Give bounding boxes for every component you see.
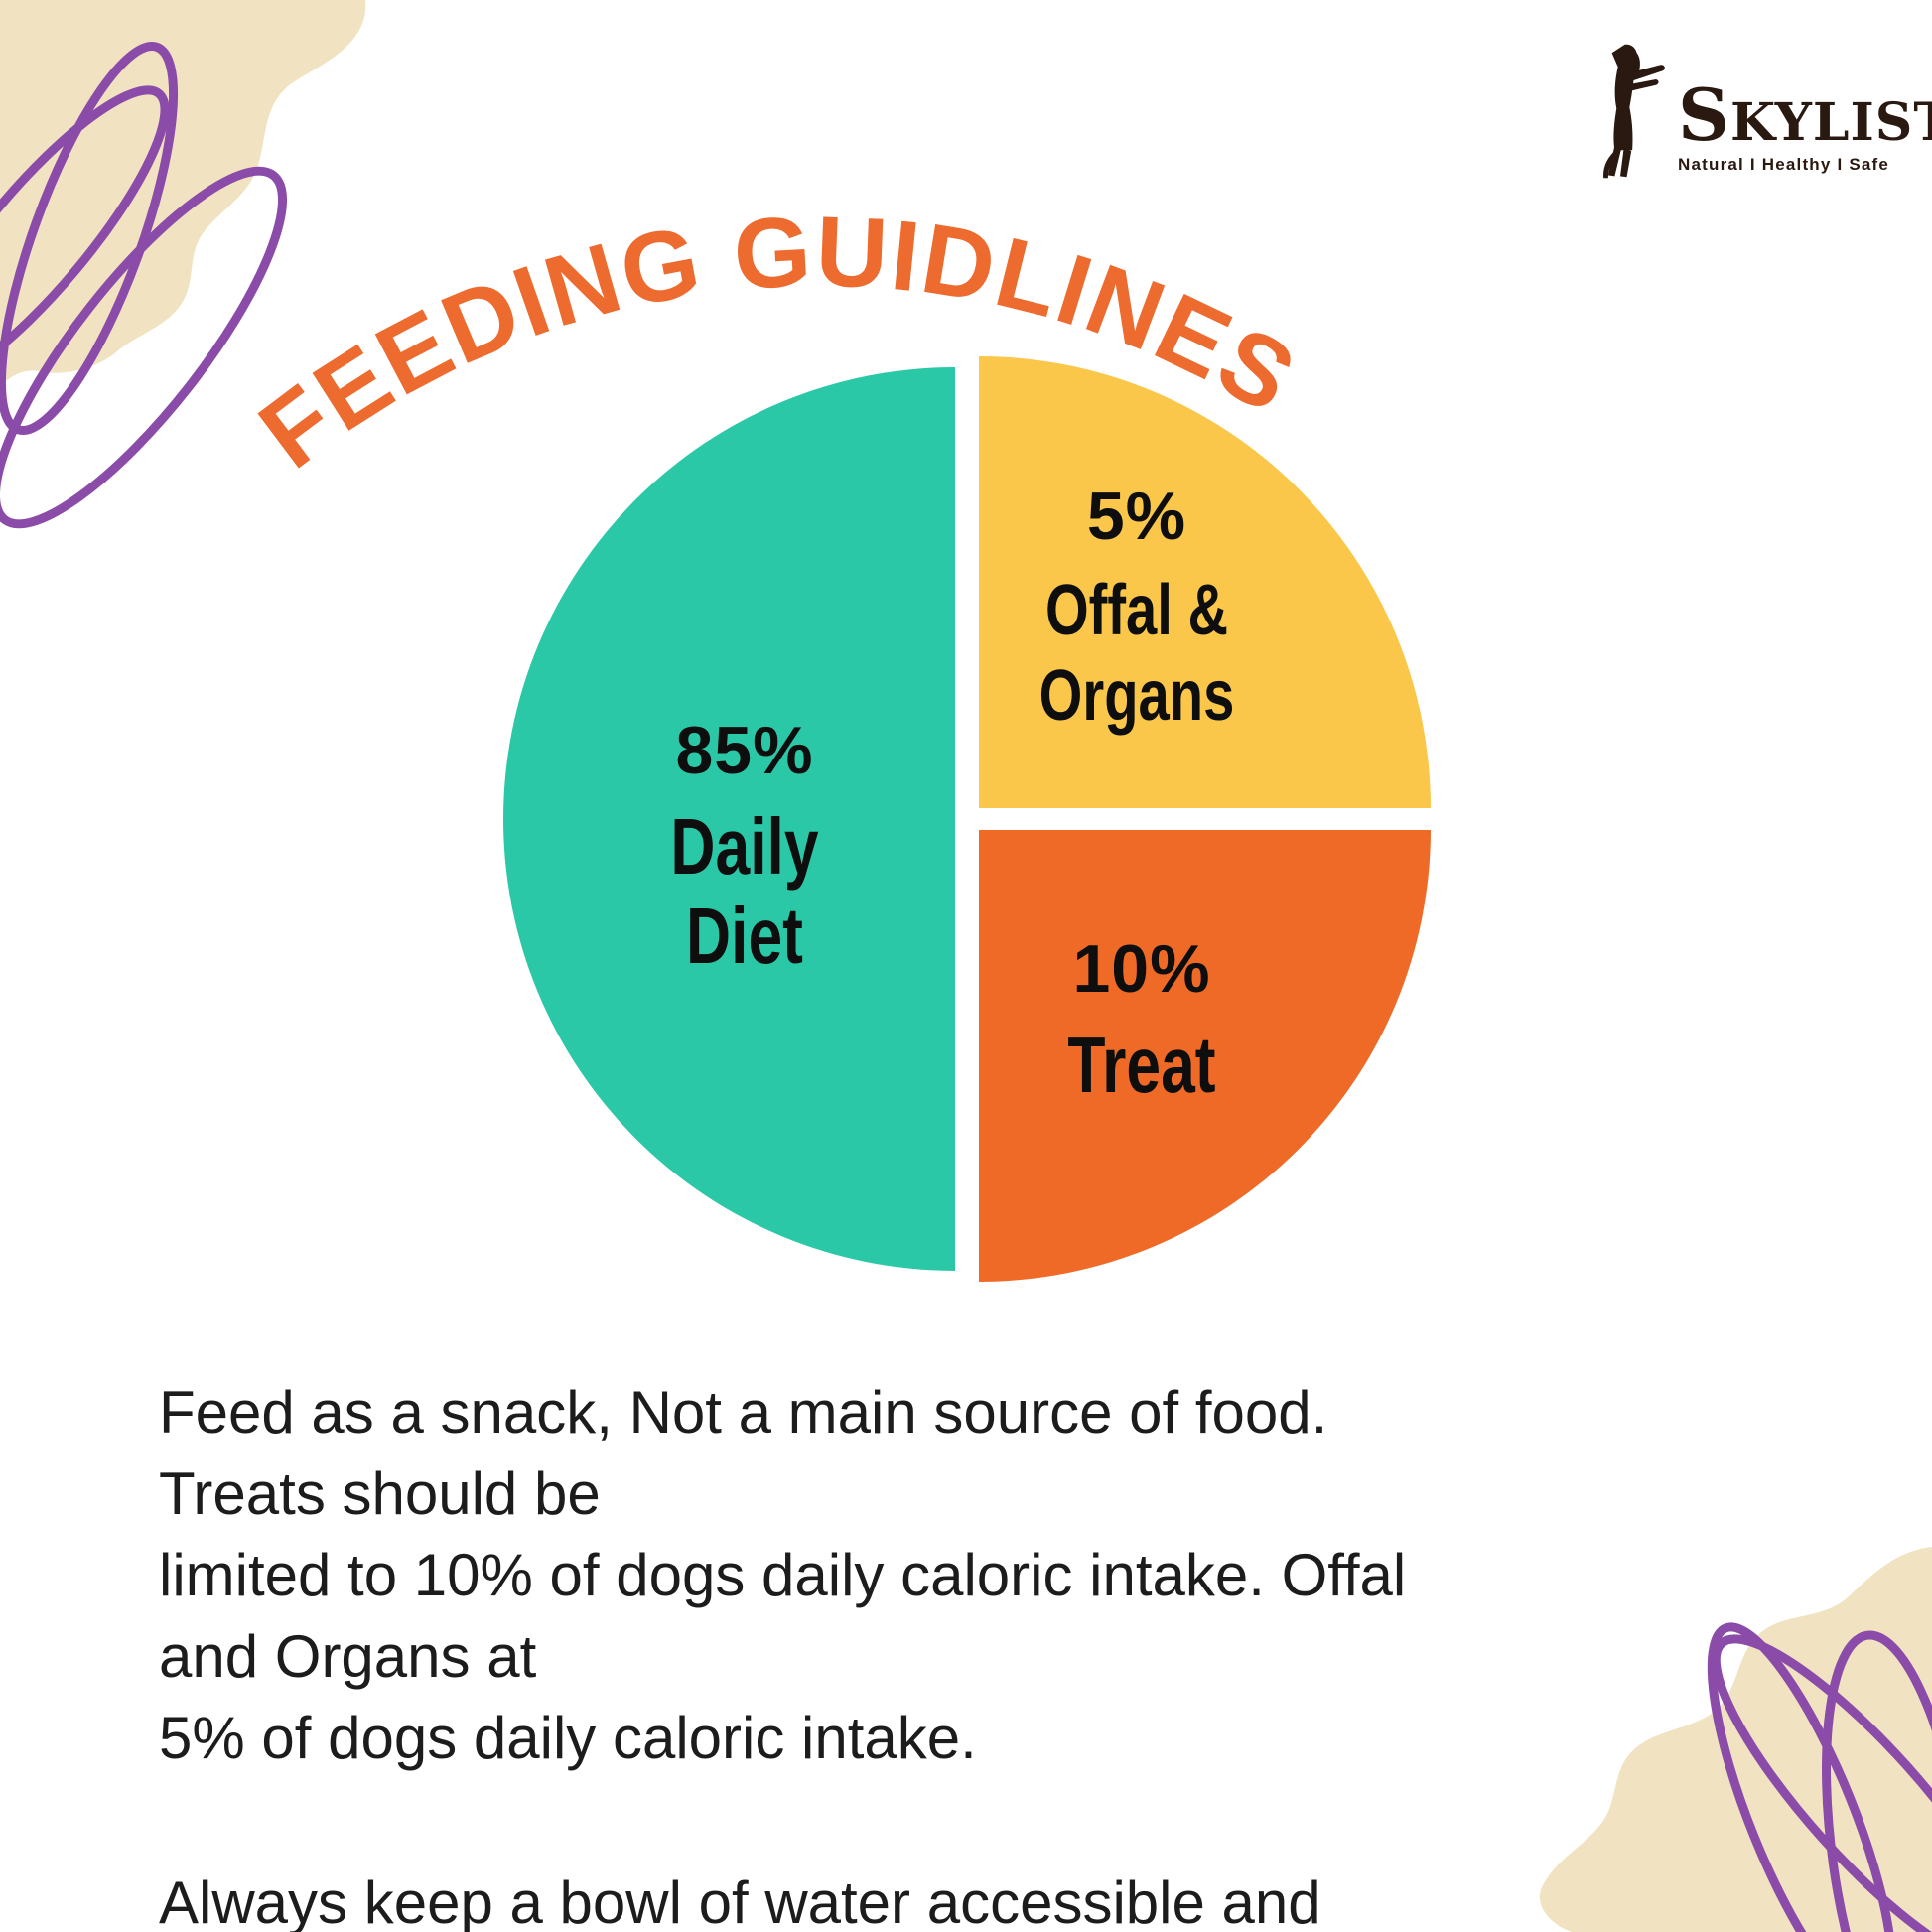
offal-organs-label-line2: Organs [1038, 656, 1235, 736]
dog-icon [1603, 44, 1665, 179]
brand-logo: SKYLIST Natural I Healthy I Safe [1587, 42, 1932, 181]
treat-label-line1: Treat [1067, 1021, 1216, 1109]
slice-label-treat: 10% Treat [993, 931, 1291, 1110]
brand-tagline: Natural I Healthy I Safe [1678, 155, 1890, 174]
feeding-notes: Feed as a snack, Not a main source of fo… [159, 1372, 1430, 1932]
treat-percent: 10% [1072, 931, 1211, 1007]
daily-diet-label-line1: Daily [670, 802, 819, 891]
daily-diet-percent: 85% [675, 713, 814, 788]
pie-slice-offal-organs [979, 356, 1431, 808]
feeding-note-water: Always keep a bowl of water accessible a… [159, 1869, 1321, 1932]
slice-label-daily-diet: 85% Daily Diet [591, 713, 898, 981]
offal-organs-percent: 5% [1086, 479, 1187, 554]
daily-diet-label-line2: Diet [686, 892, 803, 980]
pie-slice-daily-diet [503, 367, 955, 1271]
feeding-note-treats: Feed as a snack, Not a main source of fo… [159, 1379, 1407, 1771]
purple-doodle-bottom-right [1707, 1622, 1932, 1932]
purple-doodle-top-left [0, 41, 288, 529]
brand-name: SKYLIST [1678, 72, 1932, 157]
pie-slice-treat [979, 830, 1431, 1282]
top-left-blob-group [0, 0, 366, 529]
offal-organs-label-line1: Offal & [1044, 571, 1229, 650]
slice-label-offal-organs: 5% Offal & Organs [988, 479, 1286, 739]
bottom-right-blob-group [1539, 1547, 1932, 1932]
